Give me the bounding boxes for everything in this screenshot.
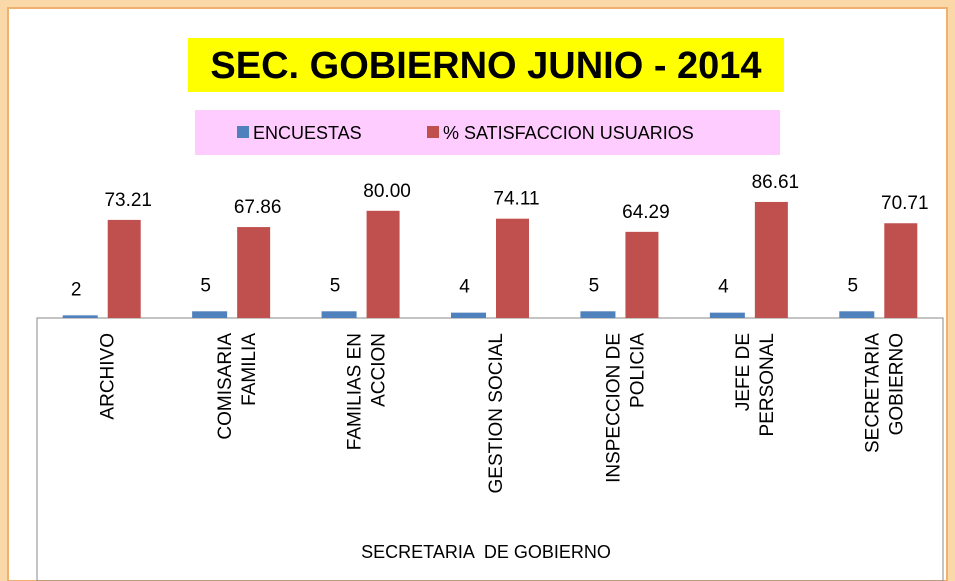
bar (366, 210, 400, 318)
bar (451, 312, 486, 318)
legend-swatch (427, 126, 439, 138)
data-label: 2 (71, 279, 82, 300)
legend-box (195, 110, 780, 155)
data-label: 73.21 (104, 190, 152, 211)
data-label: 80.00 (363, 181, 411, 202)
bar (496, 218, 529, 318)
x-tick-label: INSPECCION DE POLICIA (603, 333, 648, 483)
bar (107, 219, 141, 318)
legend-swatch (237, 126, 249, 138)
data-label: 70.71 (881, 193, 929, 214)
x-tick-label: GESTION SOCIAL (486, 333, 507, 493)
data-label: 64.29 (622, 202, 670, 223)
x-tick-label: ARCHIVO (98, 333, 119, 420)
data-label: 4 (459, 277, 470, 298)
data-label: 5 (589, 275, 600, 296)
data-label: 67.86 (234, 197, 282, 218)
x-axis-label: SECRETARIA DE GOBIERNO (361, 542, 611, 562)
legend-label: ENCUESTAS (253, 123, 362, 143)
bar (839, 311, 875, 318)
x-tick-label: SECRETARIA GOBIERNO (862, 333, 907, 453)
data-label: 5 (847, 275, 858, 296)
bar (237, 227, 271, 318)
data-label: 74.11 (493, 189, 539, 210)
plot-frame (36, 317, 944, 581)
data-label: 86.61 (752, 172, 800, 193)
data-label: 5 (330, 275, 341, 296)
x-tick-label: FAMILIAS EN ACCION (345, 333, 390, 450)
bar (625, 231, 659, 318)
title-highlight (188, 38, 784, 92)
bar (192, 311, 228, 318)
x-tick-label: JEFE DE PERSONAL (733, 333, 778, 436)
legend-label: % SATISFACCION USUARIOS (443, 123, 694, 143)
chart-background (7, 7, 948, 581)
data-label: 5 (200, 275, 211, 296)
data-label: 4 (718, 277, 729, 298)
bar (62, 315, 98, 318)
chart-title: SEC. GOBIERNO JUNIO - 2014 (210, 45, 761, 87)
bar (580, 311, 616, 318)
x-tick-label: COMISARIA FAMILIA (215, 333, 260, 440)
bar (709, 312, 745, 318)
bar (321, 311, 357, 318)
bar (754, 201, 788, 318)
bar (884, 223, 918, 318)
